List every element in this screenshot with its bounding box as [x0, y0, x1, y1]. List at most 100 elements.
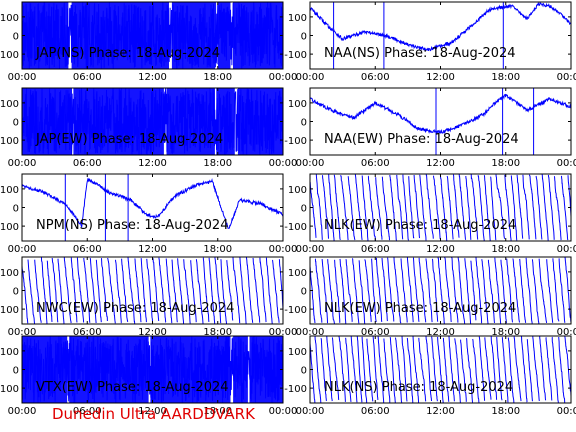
trace-line [310, 174, 571, 241]
chart-naa-ew: 100 0 -100 00:00 06:00 12:00 18:00 00:00 NAA(EW)… [284, 87, 576, 169]
plot-area [310, 2, 571, 69]
x-tick-label: 18:00 [203, 406, 232, 417]
plot-area [22, 88, 283, 155]
chart-npm-ns: 100 0 -100 00:00 06:00 12:00 18:00 00:00 NPM(NS)… [0, 173, 298, 255]
y-tick-label: -100 [284, 222, 307, 233]
x-tick-label: 18:00 [203, 244, 232, 255]
x-tick-label: 06:00 [361, 406, 390, 417]
chart-nwc-ew: 100 0 -100 00:00 06:00 12:00 18:00 00:00 NWC(EW)… [0, 256, 297, 338]
y-tick-label: 100 [288, 13, 307, 24]
trace-line [310, 257, 571, 324]
plot-area [310, 174, 571, 241]
x-tick-label: 00:00 [296, 158, 325, 169]
trace-line [22, 177, 283, 230]
y-tick-label: 100 [0, 268, 19, 279]
x-tick-label: 00:00 [269, 244, 298, 255]
x-tick-label: 12:00 [426, 406, 455, 417]
y-tick-label: 0 [301, 32, 307, 43]
trace-gap [247, 336, 250, 403]
x-tick-label: 18:00 [203, 158, 232, 169]
station-caption: Dunedin Ultra AARDDVARK [52, 405, 255, 423]
y-tick-label: -100 [0, 136, 19, 147]
x-tick-label: 00:00 [296, 244, 325, 255]
footer: Dunedin Ultra AARDDVARK [0, 405, 576, 425]
trace-line [310, 2, 571, 52]
x-tick-label: 12:00 [138, 72, 167, 83]
x-tick-label: 00:00 [8, 72, 37, 83]
chart-nlk-ew-1: 100 0 -100 00:00 06:00 12:00 18:00 00:00 NLK(EW)… [284, 173, 576, 255]
y-tick-label: 0 [301, 366, 307, 377]
chart-title: NAA(EW) Phase: 18-Aug-2024 [324, 132, 519, 147]
x-tick-label: 12:00 [138, 244, 167, 255]
chart-title: NWC(EW) Phase: 18-Aug-2024 [36, 301, 234, 316]
x-tick-label: 00:00 [269, 72, 298, 83]
y-tick-label: 0 [13, 32, 19, 43]
y-tick-label: 100 [0, 347, 19, 358]
plot-area [310, 257, 571, 324]
x-tick-label: 00:00 [557, 244, 576, 255]
x-tick-label: 18:00 [491, 158, 520, 169]
y-tick-label: 0 [13, 118, 19, 129]
trace-line [22, 88, 283, 155]
y-tick-label: 0 [13, 287, 19, 298]
plot-area [22, 257, 283, 324]
x-tick-label: 12:00 [138, 327, 167, 338]
chart-vtx-ew: 100 0 -100 00:00 06:00 12:00 18:00 00:00 VTX(EW)… [0, 335, 298, 417]
x-tick-label: 06:00 [73, 406, 102, 417]
y-tick-label: 100 [288, 347, 307, 358]
y-tick-label: 100 [288, 99, 307, 110]
x-tick-label: 18:00 [491, 72, 520, 83]
chart-title: JAP(EW) Phase: 18-Aug-2024 [35, 132, 223, 147]
chart-jap-ns: 100 0 -100 00:00 06:00 12:00 18:00 00:00 JAP(NS)… [0, 1, 298, 83]
y-tick-label: 0 [301, 204, 307, 215]
x-tick-label: 00:00 [557, 72, 576, 83]
y-tick-label: 0 [301, 287, 307, 298]
y-tick-label: 0 [13, 366, 19, 377]
x-tick-label: 18:00 [491, 244, 520, 255]
chart-nlk-ew-2: 100 0 -100 00:00 06:00 12:00 18:00 00:00 NLK(EW)… [284, 256, 576, 338]
x-tick-label: 00:00 [269, 158, 298, 169]
y-tick-label: 100 [0, 99, 19, 110]
x-tick-label: 06:00 [361, 327, 390, 338]
x-tick-label: 12:00 [426, 158, 455, 169]
x-tick-label: 12:00 [138, 158, 167, 169]
x-tick-label: 18:00 [491, 327, 520, 338]
x-tick-label: 00:00 [296, 72, 325, 83]
x-tick-label: 00:00 [8, 327, 37, 338]
trace-gap [68, 2, 72, 69]
chart-title: NLK(EW) Phase: 18-Aug-2024 [324, 301, 516, 316]
y-tick-label: -100 [0, 305, 19, 316]
y-tick-label: 100 [288, 185, 307, 196]
plot-area [22, 336, 283, 403]
x-tick-label: 06:00 [361, 72, 390, 83]
chart-naa-ns: 100 0 -100 00:00 06:00 12:00 18:00 00:00 NAA(NS)… [284, 1, 576, 83]
x-tick-label: 06:00 [73, 327, 102, 338]
y-tick-label: -100 [284, 50, 307, 61]
trace-line [22, 2, 283, 69]
x-tick-label: 12:00 [426, 72, 455, 83]
plot-area [22, 174, 283, 241]
x-tick-label: 06:00 [73, 244, 102, 255]
x-tick-label: 12:00 [138, 406, 167, 417]
chart-title: JAP(NS) Phase: 18-Aug-2024 [35, 46, 220, 61]
x-tick-label: 00:00 [557, 158, 576, 169]
y-tick-label: 100 [0, 185, 19, 196]
x-tick-label: 00:00 [557, 406, 576, 417]
x-tick-label: 00:00 [296, 406, 325, 417]
x-tick-label: 18:00 [203, 72, 232, 83]
x-tick-label: 00:00 [8, 158, 37, 169]
trace-line [310, 93, 571, 135]
plot-area [310, 336, 571, 403]
trace-line [310, 336, 571, 403]
chart-title: NAA(NS) Phase: 18-Aug-2024 [324, 46, 516, 61]
plot-area [22, 2, 283, 69]
x-tick-label: 18:00 [203, 327, 232, 338]
x-tick-label: 00:00 [296, 327, 325, 338]
x-tick-label: 00:00 [269, 406, 298, 417]
x-tick-label: 00:00 [8, 244, 37, 255]
x-tick-label: 00:00 [557, 327, 576, 338]
chart-title: NPM(NS) Phase: 18-Aug-2024 [36, 218, 228, 233]
x-tick-label: 06:00 [73, 72, 102, 83]
trace-line [22, 257, 283, 324]
